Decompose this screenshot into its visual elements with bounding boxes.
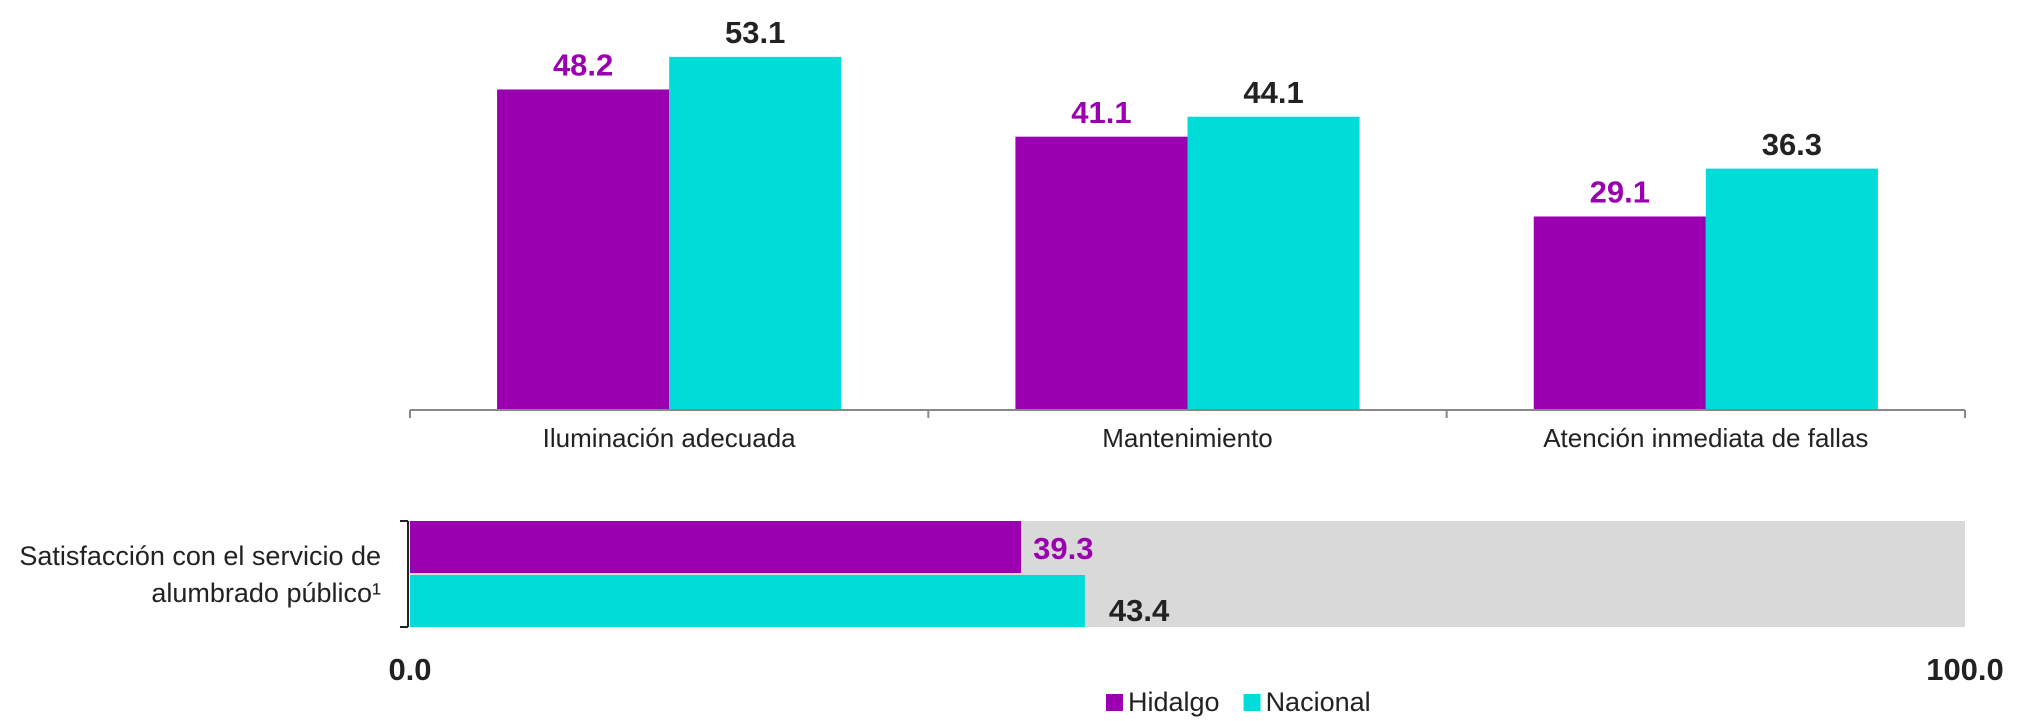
x-tick-label: 100.0	[1926, 652, 2004, 687]
value-label: 43.4	[1109, 593, 1170, 628]
value-label: 36.3	[1762, 127, 1822, 162]
legend-label: Hidalgo	[1128, 687, 1220, 717]
x-tick-label: 0.0	[388, 652, 431, 687]
value-label: 53.1	[725, 15, 785, 50]
bar	[669, 56, 842, 410]
bar	[1187, 116, 1360, 411]
bar	[497, 89, 670, 410]
value-label: 39.3	[1033, 531, 1093, 566]
bar	[1533, 216, 1706, 410]
x-tick-label: Atención inmediata de fallas	[1543, 423, 1868, 453]
legend-swatch	[1106, 694, 1123, 711]
x-tick-label: Mantenimiento	[1102, 423, 1273, 453]
value-label: 44.1	[1243, 75, 1303, 110]
legend-label: Nacional	[1266, 687, 1371, 717]
bar	[1705, 168, 1878, 410]
bar	[1015, 136, 1188, 410]
legend-swatch	[1243, 694, 1261, 711]
bar	[410, 521, 1022, 573]
bar	[410, 575, 1085, 627]
value-label: 29.1	[1590, 175, 1650, 210]
value-label: 48.2	[553, 48, 613, 83]
category-label: Satisfacción con el servicio de alumbrad…	[0, 538, 381, 612]
value-label: 41.1	[1071, 95, 1131, 130]
category-label-text: Satisfacción con el servicio de alumbrad…	[19, 541, 381, 608]
x-tick-label: Iluminación adecuada	[543, 423, 796, 453]
